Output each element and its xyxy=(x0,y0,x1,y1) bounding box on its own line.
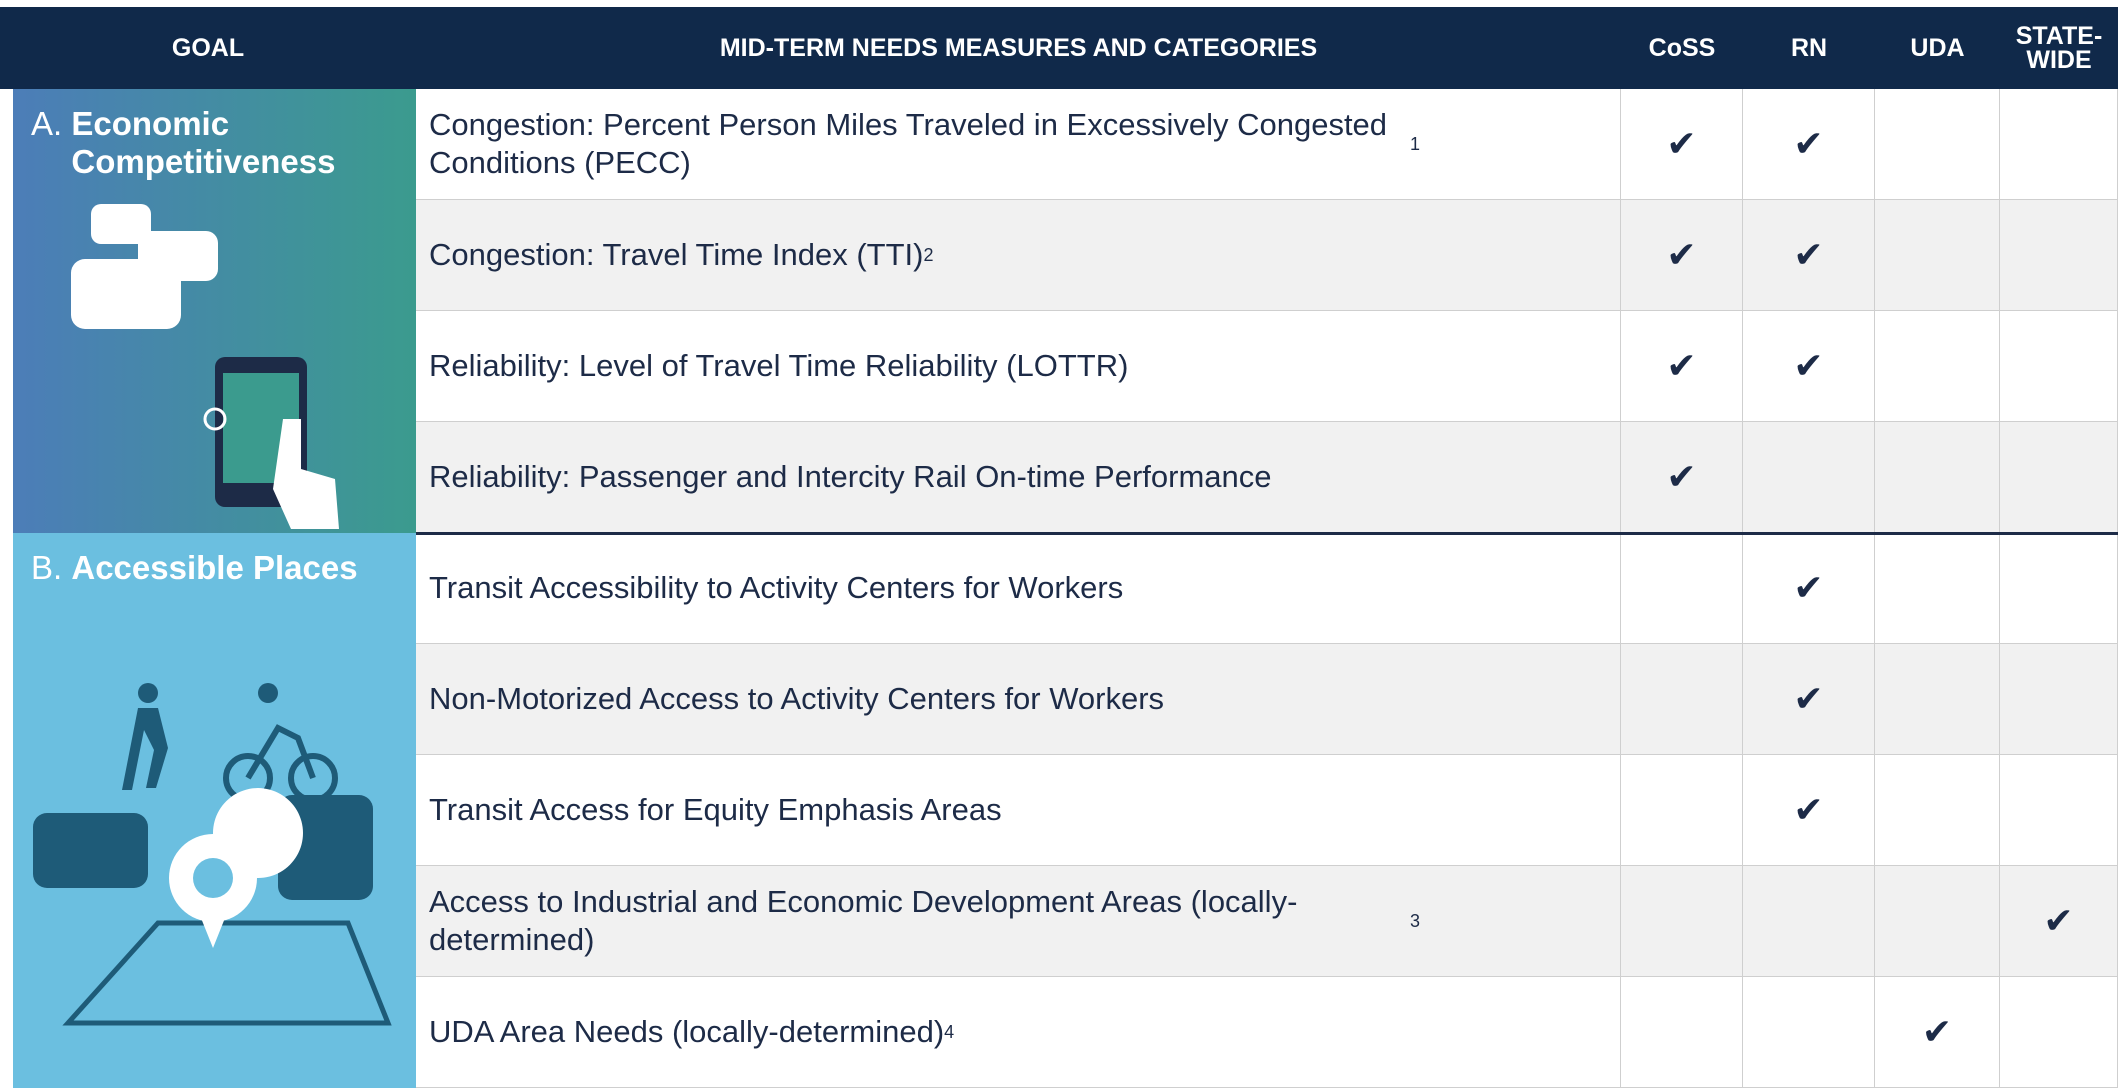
check-cell xyxy=(1875,755,2000,866)
check-cell xyxy=(2000,422,2118,533)
measure-text: Access to Industrial and Economic Develo… xyxy=(429,884,1298,957)
measure-cell: Non-Motorized Access to Activity Centers… xyxy=(416,644,1621,755)
checkmark: ✔ xyxy=(2043,900,2074,941)
measure-text: UDA Area Needs (locally-determined) xyxy=(429,1014,945,1049)
check-cell xyxy=(1743,422,1875,533)
check-cell: ✔ xyxy=(2000,866,2118,977)
check-cell xyxy=(1621,644,1743,755)
check-cell xyxy=(1621,977,1743,1088)
measure-cell: Reliability: Level of Travel Time Reliab… xyxy=(416,311,1621,422)
checkmark: ✔ xyxy=(1666,456,1697,497)
check-cell: ✔ xyxy=(1743,755,1875,866)
check-cell xyxy=(1875,866,2000,977)
check-cell: ✔ xyxy=(1743,533,1875,644)
footnote-ref: 1 xyxy=(1409,134,1420,154)
checkmark: ✔ xyxy=(1666,345,1697,386)
footnote-ref: 3 xyxy=(1409,911,1420,931)
checkmark: ✔ xyxy=(1793,678,1824,719)
header-coss: CoSS xyxy=(1621,7,1743,89)
check-cell: ✔ xyxy=(1743,311,1875,422)
check-cell: ✔ xyxy=(1743,200,1875,311)
goal-letter: A. xyxy=(31,105,63,142)
header-uda: UDA xyxy=(1875,7,2000,89)
measure-text: Congestion: Travel Time Index (TTI) xyxy=(429,237,924,272)
check-cell: ✔ xyxy=(1743,644,1875,755)
check-cell: ✔ xyxy=(1621,311,1743,422)
measure-text: Reliability: Passenger and Intercity Rai… xyxy=(429,459,1272,494)
check-cell: ✔ xyxy=(1621,422,1743,533)
measure-text: Reliability: Level of Travel Time Reliab… xyxy=(429,348,1129,383)
check-cell xyxy=(2000,755,2118,866)
checkmark: ✔ xyxy=(1666,234,1697,275)
check-cell: ✔ xyxy=(1621,200,1743,311)
check-cell xyxy=(2000,89,2118,200)
checkmark: ✔ xyxy=(1793,567,1824,608)
goal-icons xyxy=(33,683,392,1026)
measure-text: Congestion: Percent Person Miles Travele… xyxy=(429,107,1388,180)
check-cell xyxy=(2000,311,2118,422)
check-cell xyxy=(1875,422,2000,533)
check-cell xyxy=(1743,977,1875,1088)
goal-name: Accessible Places xyxy=(71,549,358,586)
goal-icons xyxy=(71,204,339,529)
check-cell: ✔ xyxy=(1743,89,1875,200)
goal-letter: B. xyxy=(31,549,63,586)
check-cell: ✔ xyxy=(1875,977,2000,1088)
measure-cell: UDA Area Needs (locally-determined) 4 xyxy=(416,977,1621,1088)
checkmark: ✔ xyxy=(1793,123,1824,164)
check-cell xyxy=(1743,866,1875,977)
goal-b: B. Accessible Places xyxy=(13,533,416,1088)
checkmark: ✔ xyxy=(1921,1011,1953,1052)
check-cell xyxy=(1621,866,1743,977)
footnote-ref: 2 xyxy=(923,245,934,265)
checkmark: ✔ xyxy=(1666,123,1697,164)
check-cell xyxy=(1875,533,2000,644)
check-cell xyxy=(1875,89,2000,200)
checkmark: ✔ xyxy=(1793,234,1824,275)
check-cell xyxy=(2000,200,2118,311)
check-cell: ✔ xyxy=(1621,89,1743,200)
measure-cell: Transit Access for Equity Emphasis Areas xyxy=(416,755,1621,866)
measure-cell: Congestion: Percent Person Miles Travele… xyxy=(416,89,1621,200)
measure-cell: Congestion: Travel Time Index (TTI) 2 xyxy=(416,200,1621,311)
measure-cell: Access to Industrial and Economic Develo… xyxy=(416,866,1621,977)
check-cell xyxy=(1875,311,2000,422)
measure-cell: Reliability: Passenger and Intercity Rai… xyxy=(416,422,1621,533)
checkmark: ✔ xyxy=(1793,789,1824,830)
measure-cell: Transit Accessibility to Activity Center… xyxy=(416,533,1621,644)
check-cell xyxy=(1621,755,1743,866)
check-cell xyxy=(1875,644,2000,755)
check-cell xyxy=(1875,200,2000,311)
checkmark: ✔ xyxy=(1793,345,1824,386)
measure-text: Non-Motorized Access to Activity Centers… xyxy=(429,681,1165,716)
header-statewide: STATE-WIDE xyxy=(2000,7,2118,89)
measure-text: Transit Access for Equity Emphasis Areas xyxy=(429,792,1002,827)
check-cell xyxy=(1621,533,1743,644)
header-rn: RN xyxy=(1743,7,1875,89)
header-measures: MID-TERM NEEDS MEASURES AND CATEGORIES xyxy=(416,7,1621,89)
footnote-ref: 4 xyxy=(944,1022,955,1042)
check-cell xyxy=(2000,644,2118,755)
header-goal: GOAL xyxy=(0,7,416,89)
goal-a: A. Economic Competitiveness xyxy=(13,89,416,533)
goal-name: Economic Competitiveness xyxy=(71,105,336,180)
check-cell xyxy=(2000,977,2118,1088)
section-divider xyxy=(416,532,2118,535)
measure-text: Transit Accessibility to Activity Center… xyxy=(429,570,1124,605)
check-cell xyxy=(2000,533,2118,644)
